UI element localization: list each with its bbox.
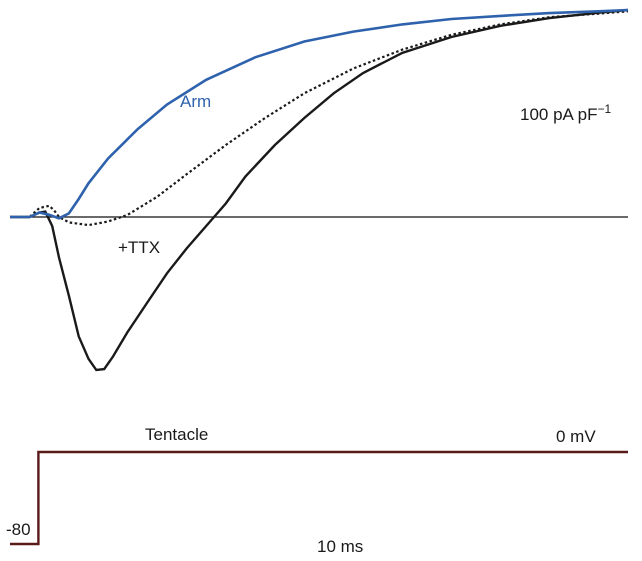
tentacle-label: Tentacle bbox=[145, 425, 208, 444]
tentacle-current-trace bbox=[10, 8, 629, 372]
ttx-label: +TTX bbox=[118, 238, 160, 257]
current-scale-exponent: −1 bbox=[598, 102, 612, 116]
arm-current-trace bbox=[10, 8, 629, 220]
current-scale-text: 100 pA pF bbox=[520, 105, 598, 124]
voltage-step-trace bbox=[10, 450, 628, 546]
current-scale-label: 100 pA pF−1 bbox=[520, 102, 612, 124]
ttx-current-trace bbox=[10, 10, 629, 227]
time-scale-label: 10 ms bbox=[317, 537, 363, 556]
arm-label: Arm bbox=[180, 92, 211, 111]
voltage-top-label: 0 mV bbox=[556, 427, 596, 446]
voltage-bottom-label: -80 bbox=[6, 520, 31, 539]
